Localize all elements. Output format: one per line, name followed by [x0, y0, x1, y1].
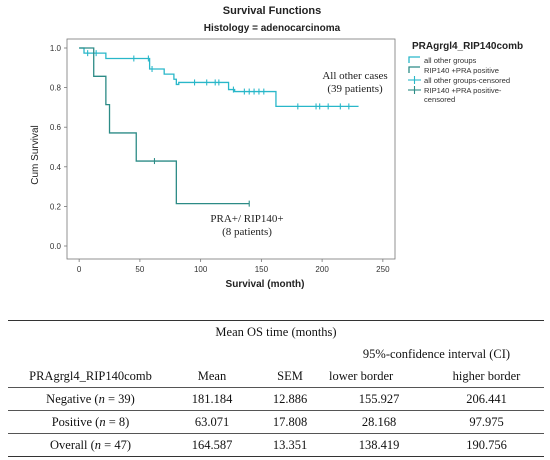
chart-title: Survival Functions [223, 5, 321, 17]
row-label: Positive (n = 8) [51, 414, 130, 429]
ci-header: 95%-confidence interval (CI) [362, 346, 511, 361]
legend-swatch-line [408, 56, 420, 63]
x-tick-label: 150 [255, 265, 269, 274]
legend-label: all other groups-censored [424, 76, 510, 85]
legend-swatch-line [408, 66, 420, 73]
y-axis-label: Cum Survival [30, 125, 41, 184]
row-label: Overall (n = 47) [50, 437, 131, 452]
cell-lower: 28.168 [361, 414, 397, 429]
x-axis-label: Survival (month) [226, 279, 305, 290]
col-header-higher: higher border [452, 368, 521, 383]
cell-higher: 206.441 [466, 391, 507, 406]
y-tick-label: 1.0 [50, 44, 62, 53]
y-tick-label: 0.2 [50, 202, 62, 211]
cell-higher: 97.975 [469, 414, 504, 429]
annotations: All other cases (39 patients) PRA+/ RIP140… [210, 70, 387, 238]
annotation-line: PRA+/ RIP140+ [210, 213, 283, 225]
legend-label-line: RIP140 +PRA positive- [424, 86, 502, 95]
cell-sem: 12.886 [272, 391, 308, 406]
y-tick-label: 0.8 [50, 84, 62, 93]
cell-mean: 181.184 [191, 391, 233, 406]
series-line-all-other-groups [79, 47, 359, 108]
chart-annotation: PRA+/ RIP140+ (8 patients) [210, 213, 283, 238]
legend-label: RIP140 +PRA positive [424, 66, 499, 75]
x-tick-label: 50 [135, 265, 144, 274]
cell-mean: 63.071 [194, 414, 230, 429]
row-label: Negative (n = 39) [46, 391, 135, 406]
axes: 0 50 100 150 200 250 0.0 0.2 0.4 0.6 0.8 1.0 [50, 44, 390, 274]
table-row: Negative (n = 39) 181.184 12.886 155.927… [8, 387, 544, 411]
cell-sem: 13.351 [272, 437, 308, 452]
annotation-line: (39 patients) [327, 83, 383, 95]
cell-lower: 138.419 [358, 437, 400, 452]
col-header-lower: lower border [329, 368, 394, 383]
chart-subtitle: Histology = adenocarcinoma [204, 23, 341, 34]
col-header-group: PRAgrgl4_RIP140comb [29, 368, 152, 383]
survival-chart-svg: Survival Functions Histology = adenocarc… [30, 5, 523, 290]
col-header-sem: SEM [277, 368, 303, 383]
x-tick-label: 250 [376, 265, 390, 274]
cell-mean: 164.587 [191, 437, 233, 452]
cell-lower: 155.927 [358, 391, 400, 406]
annotation-line: All other cases [322, 70, 387, 82]
y-tick-label: 0.6 [50, 123, 62, 132]
table-row: Positive (n = 8) 63.071 17.808 28.168 97… [8, 410, 544, 434]
series-layer [79, 47, 359, 207]
col-header-mean: Mean [197, 368, 227, 383]
table-row: Overall (n = 47) 164.587 13.351 138.419 … [8, 433, 544, 457]
x-tick-label: 0 [77, 265, 82, 274]
series-line-rip140-pra-positive [79, 47, 250, 205]
x-tick-label: 200 [315, 265, 329, 274]
y-tick-label: 0.4 [50, 163, 62, 172]
annotation-line: (8 patients) [222, 226, 272, 238]
mean-os-table: Mean OS time (months) 95%-confidence int… [8, 320, 544, 457]
legend-label: all other groups [424, 56, 477, 65]
legend: PRAgrgl4_RIP140comb all other groupsRIP1… [408, 41, 523, 104]
cell-sem: 17.808 [272, 414, 308, 429]
legend-label: RIP140 +PRA positive-censored [424, 86, 502, 104]
cell-higher: 190.756 [466, 437, 507, 452]
y-tick-label: 0.0 [50, 242, 62, 251]
legend-label-line: censored [424, 95, 455, 104]
chart-annotation: All other cases (39 patients) [322, 70, 387, 95]
table-title: Mean OS time (months) [215, 324, 337, 339]
plot-frame [66, 38, 396, 260]
x-tick-label: 100 [194, 265, 208, 274]
survival-chart: Survival Functions Histology = adenocarc… [30, 5, 523, 290]
legend-title: PRAgrgl4_RIP140comb [412, 41, 523, 52]
